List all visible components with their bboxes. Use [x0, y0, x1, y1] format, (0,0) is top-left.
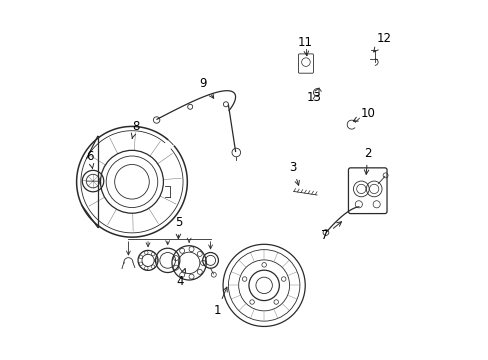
Text: 5: 5	[174, 216, 182, 239]
Text: 3: 3	[288, 161, 299, 185]
Text: 6: 6	[86, 150, 94, 169]
Text: 12: 12	[373, 32, 391, 52]
Text: 7: 7	[320, 222, 341, 242]
Text: 4: 4	[176, 269, 185, 288]
Text: 9: 9	[199, 77, 213, 98]
Text: 8: 8	[131, 120, 139, 139]
Text: 11: 11	[297, 36, 312, 56]
Text: 10: 10	[353, 107, 375, 121]
Text: 2: 2	[363, 147, 371, 174]
Text: 13: 13	[306, 88, 321, 104]
Text: 1: 1	[213, 287, 227, 317]
